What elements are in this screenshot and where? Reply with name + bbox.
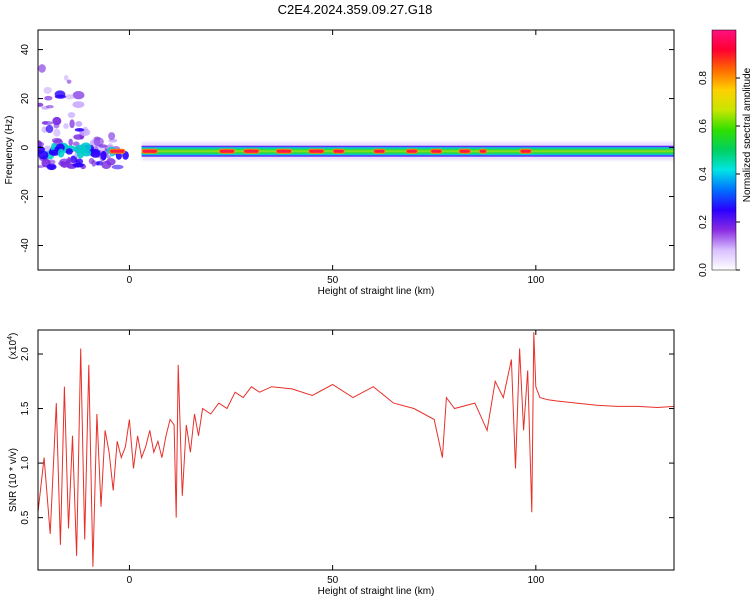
- band-peak-core: [459, 149, 470, 153]
- spectral-blob: [38, 102, 44, 107]
- spectral-blob: [95, 161, 100, 166]
- spectral-blob: [81, 149, 92, 157]
- spectral-blob: [69, 119, 75, 129]
- snr-ylabel: SNR (10 * v/v): [8, 448, 19, 512]
- band-peak-core: [244, 149, 259, 153]
- snr-xtick-label: 100: [527, 575, 544, 586]
- spectral-blob: [100, 150, 107, 161]
- colorbar-tick-label: 0.6: [698, 119, 709, 133]
- spectral-blob: [45, 124, 54, 134]
- spectral-blob: [67, 111, 76, 118]
- spectral-blob: [74, 128, 85, 132]
- band-peak-core: [219, 149, 235, 153]
- snr-series-line: [38, 332, 674, 567]
- spectral-blob: [72, 91, 85, 100]
- spectrogram-frame: [37, 29, 675, 271]
- spectrogram-ytick-label: -40: [20, 238, 31, 253]
- band-peak-core: [479, 149, 487, 153]
- spectral-blob: [66, 79, 72, 84]
- spectral-blob: [76, 148, 85, 159]
- snr-ytick-label: 0.5: [20, 510, 31, 524]
- snr-ytick-label: 1.0: [20, 456, 31, 470]
- colorbar-tick-label: 0.4: [698, 167, 709, 181]
- colorbar: [711, 29, 737, 271]
- spectral-blob: [65, 94, 75, 100]
- spectral-blob: [44, 95, 53, 101]
- spectral-blob: [90, 148, 101, 158]
- colorbar-tick-label: 0.8: [698, 71, 709, 85]
- band-peak-core: [142, 149, 157, 153]
- band-peak-core: [110, 149, 125, 153]
- band-peak-core: [333, 149, 344, 153]
- spectral-blob: [48, 149, 61, 156]
- spectrogram-xlabel: Height of straight line (km): [318, 286, 435, 297]
- spectral-blob: [47, 159, 56, 165]
- band-peak-core: [520, 149, 531, 153]
- spectral-blob: [63, 123, 69, 130]
- spectrogram-ytick-label: -20: [20, 189, 31, 204]
- spectral-blob: [68, 138, 73, 147]
- snr-y-multiplier: (x104): [7, 333, 19, 360]
- snr-xtick-label: 50: [327, 575, 339, 586]
- spectral-blob: [115, 152, 122, 160]
- spectral-blob: [93, 137, 104, 147]
- spectral-blob: [72, 141, 80, 147]
- spectrogram-xtick-label: 100: [527, 275, 544, 286]
- spectral-blob: [106, 155, 111, 159]
- spectral-blob: [38, 150, 49, 160]
- snr-xtick-label: 0: [127, 575, 133, 586]
- spectral-blob: [72, 101, 85, 108]
- spectral-blob: [41, 121, 54, 126]
- spectral-blob: [52, 116, 62, 126]
- spectral-blob: [75, 158, 84, 165]
- spectral-blob: [54, 94, 67, 99]
- spectral-blob: [38, 164, 45, 169]
- spectral-blob: [53, 128, 61, 137]
- spectrogram-xtick-label: 50: [327, 275, 339, 286]
- spectral-blob: [46, 163, 57, 171]
- spectrogram-heatmap: [38, 64, 674, 171]
- spectral-blob: [65, 148, 73, 155]
- band-peak-core: [406, 149, 417, 153]
- colorbar-label: Normalized spectral amplitude: [742, 67, 750, 202]
- spectral-blob: [101, 160, 112, 170]
- spectrogram-ylabel: Frequency (Hz): [4, 116, 15, 185]
- snr-xlabel: Height of straight line (km): [318, 586, 435, 597]
- spectrogram-ytick-label: 40: [20, 44, 31, 56]
- spectral-blob: [73, 134, 84, 140]
- band-peak-core: [276, 149, 291, 153]
- spectral-blob: [58, 161, 66, 166]
- snr-ytick-label: 2.0: [20, 347, 31, 361]
- spectral-blob: [91, 160, 97, 167]
- snr-frame: [37, 329, 675, 571]
- spectral-blob: [63, 74, 69, 81]
- spectral-blob: [108, 132, 116, 140]
- spectral-blob: [38, 64, 46, 73]
- spectral-blob: [38, 140, 42, 148]
- colorbar-tick-label: 0.2: [698, 215, 709, 229]
- chart-title: C2E4.2024.359.09.27.G18: [277, 2, 433, 17]
- spectrogram-ytick-label: 0: [20, 144, 31, 150]
- snr-ytick-label: 1.5: [20, 401, 31, 415]
- spectral-blob: [57, 148, 65, 158]
- colorbar-tick-label: 0.0: [698, 263, 709, 277]
- band-peak-core: [309, 149, 324, 153]
- band-peak-core: [374, 149, 385, 153]
- spectrogram-xtick-label: 0: [127, 275, 133, 286]
- spectral-blob: [43, 86, 52, 94]
- snr-plot: [38, 332, 674, 567]
- band-peak-core: [431, 149, 442, 153]
- spectral-blob: [75, 121, 83, 127]
- spectrogram-ytick-label: 20: [20, 93, 31, 105]
- spectral-blob: [45, 104, 54, 109]
- spectral-blob: [66, 156, 71, 166]
- spectral-blob: [53, 122, 60, 129]
- spectral-blob: [111, 164, 124, 170]
